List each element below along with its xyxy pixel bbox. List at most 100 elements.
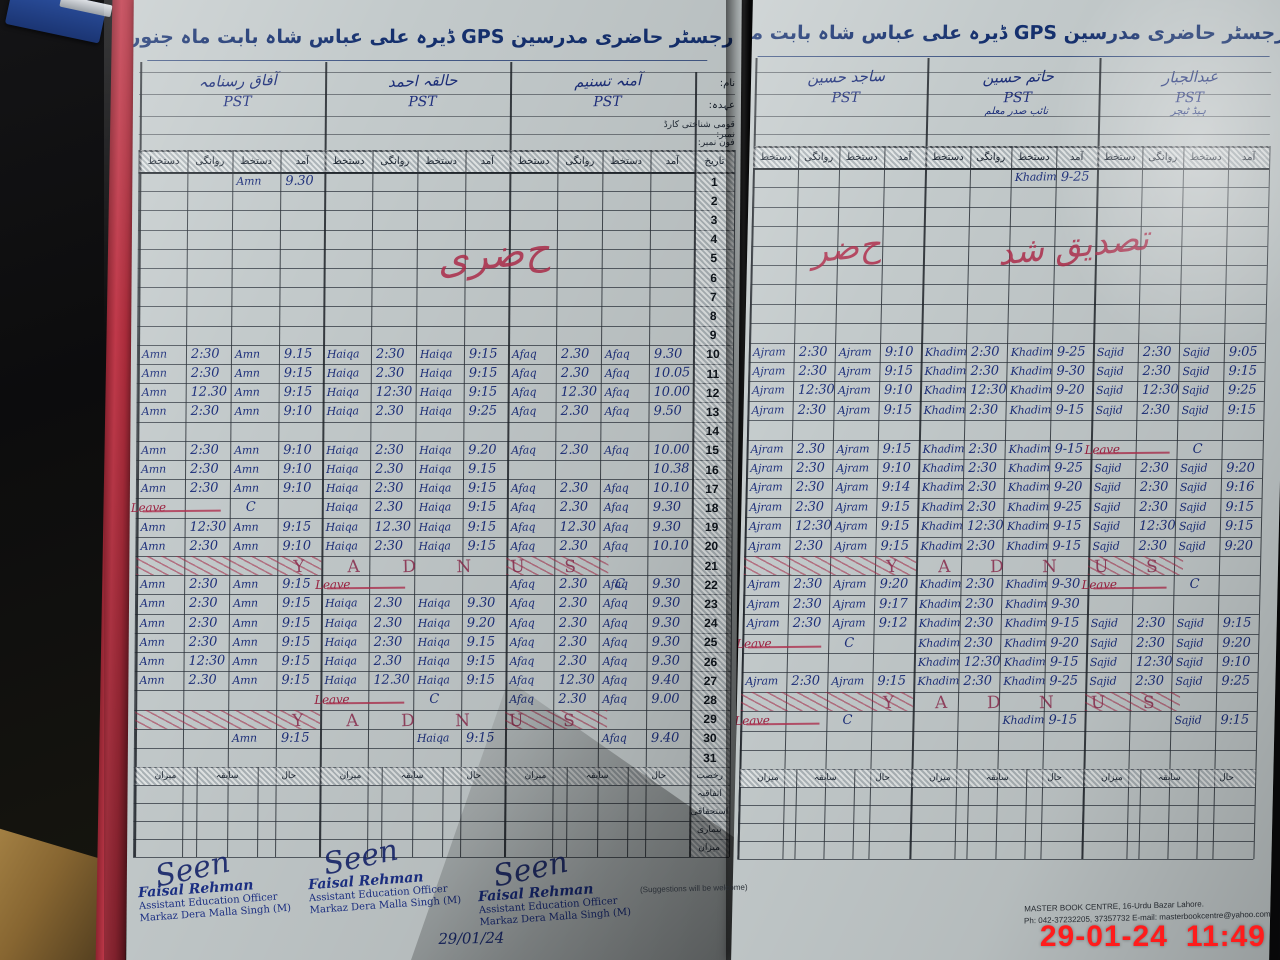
arrival-time: 9-20	[1055, 382, 1085, 399]
arrival-time: 9-15	[1049, 654, 1079, 670]
departure-signature: Haiqa	[324, 673, 357, 688]
day-number: 29	[703, 712, 717, 727]
sunday-letter: D	[986, 692, 1002, 714]
arrival-signature: Afaq	[603, 520, 628, 534]
departure-time: 2.30	[558, 691, 587, 708]
arrival-signature: Amn	[232, 635, 258, 649]
arrival-time: 9:12	[878, 615, 907, 632]
departure-signature: Sajid	[1096, 345, 1124, 359]
departure-time: 2.30	[560, 403, 589, 420]
arrival-time: 9.40	[650, 730, 679, 746]
arrival-signature: Afaq	[603, 443, 629, 457]
arrival-time: 9.30	[651, 576, 681, 593]
departure-signature: Afaq	[511, 347, 537, 361]
header-departure-signature: دستخط	[759, 151, 792, 163]
arrival-signature: Afaq	[601, 654, 627, 668]
departure-time: 2:30	[189, 576, 218, 593]
departure-time: 2:30	[1139, 479, 1168, 496]
arrival-time: 9:15	[884, 363, 913, 379]
arrival-time: 9.30	[651, 634, 680, 650]
sunday-letter: N	[1038, 692, 1055, 714]
arrival-signature: Haiqa	[418, 481, 451, 496]
departure-signature: Khadim	[922, 441, 965, 456]
footer-label: استحقاقی	[690, 807, 729, 818]
info-rule	[754, 116, 1271, 117]
header-departure-signature: دستخط	[517, 155, 550, 167]
departure-time: 2:30	[188, 615, 218, 631]
day-number: 26	[703, 654, 718, 669]
departure-signature: Khadim	[918, 635, 960, 650]
arrival-time: 9:20	[1222, 635, 1251, 651]
departure-signature: Sajid	[1093, 500, 1121, 514]
arrival-signature: Sajid	[1179, 480, 1207, 495]
arrival-signature: Haiqa	[418, 404, 452, 419]
departure-time: 2:30	[1139, 460, 1169, 476]
arrival-time: 9:10	[1221, 654, 1251, 670]
departure-time: 2:30	[967, 499, 996, 515]
departure-time: 12.30	[558, 672, 595, 689]
departure-signature: Ajram	[751, 403, 785, 417]
departure-signature: Sajid	[1092, 539, 1120, 553]
arrival-time: 10.38	[652, 461, 689, 477]
grid-row-line	[138, 210, 735, 212]
grid-row-line	[136, 460, 733, 461]
arrival-time: 9.20	[467, 442, 497, 458]
departure-time: 12:30	[375, 384, 413, 401]
grid-row-line	[134, 613, 731, 615]
departure-signature: Afaq	[510, 481, 536, 496]
grid-row-line	[137, 268, 734, 269]
departure-time: 12.30	[190, 384, 228, 401]
teacher-designation: PST	[408, 93, 437, 111]
arrival-time: 9-30	[1051, 576, 1080, 593]
departure-time: 2:30	[967, 460, 997, 476]
arrival-time: 9-15	[1052, 518, 1082, 535]
header-arrival: آمد	[897, 151, 912, 163]
departure-time: 2:30	[375, 346, 405, 362]
departure-time: 2:30	[964, 596, 994, 612]
leave-label: Leave	[734, 713, 770, 729]
departure-signature: Afaq	[511, 404, 537, 419]
arrival-signature: Haiqa	[416, 673, 450, 688]
departure-time: 2:30	[795, 479, 824, 496]
footer-summary-header: سابقہ	[1157, 773, 1181, 784]
header-arrival-signature: دستخط	[425, 155, 458, 167]
departure-time: 2:30	[190, 346, 220, 362]
arrival-time: 9:10	[281, 538, 311, 554]
day-number: 30	[703, 731, 717, 746]
departure-signature: Afaq	[509, 596, 535, 611]
footer-summary-header: سابقہ	[813, 773, 837, 784]
departure-signature: Ajram	[745, 674, 779, 689]
arrival-time: 10.10	[652, 480, 689, 497]
departure-time: 2.30	[374, 595, 403, 612]
departure-time: 2:30	[795, 499, 824, 515]
grid-row-line	[136, 402, 733, 404]
arrival-time: 9.30	[653, 346, 682, 362]
sunday-letter: D	[989, 556, 1005, 578]
grid-row-line	[134, 728, 731, 730]
grid-col-line	[226, 150, 234, 858]
arrival-time: 9:25	[1227, 382, 1257, 399]
departure-time: 12:30	[1138, 518, 1176, 535]
teacher-name: حالقہ احمد	[387, 71, 458, 91]
arrival-time: 9:20	[879, 576, 908, 593]
arrival-signature: Sajid	[1182, 383, 1210, 398]
left-page-title: رجسٹر حاضری مدرسین GPS ڈیرہ علی عباس شاہ…	[126, 26, 734, 48]
arrival-time: 9-25	[1053, 499, 1082, 515]
departure-signature: Khadim	[917, 674, 960, 689]
departure-time: 2:30	[190, 403, 220, 420]
header-departure: روانگی	[565, 155, 595, 167]
arrival-signature: Khadim	[1010, 344, 1053, 359]
departure-time: 2.30	[559, 538, 588, 554]
arrival-time: 9.40	[650, 672, 680, 689]
arrival-signature: Amn	[233, 404, 259, 419]
teacher-designation: PST	[831, 89, 860, 107]
footer-summary-header: میزان	[928, 773, 951, 784]
departure-time: 12:30	[188, 653, 226, 669]
arrival-time: 9:25	[468, 403, 497, 420]
header-departure-signature: دستخط	[1103, 151, 1136, 163]
arrival-signature: Sajid	[1176, 616, 1204, 631]
arrival-signature: Amn	[234, 385, 260, 400]
departure-signature: Afaq	[511, 443, 536, 457]
arrival-signature: Amn	[233, 462, 259, 476]
arrival-time: 9.50	[653, 403, 682, 420]
